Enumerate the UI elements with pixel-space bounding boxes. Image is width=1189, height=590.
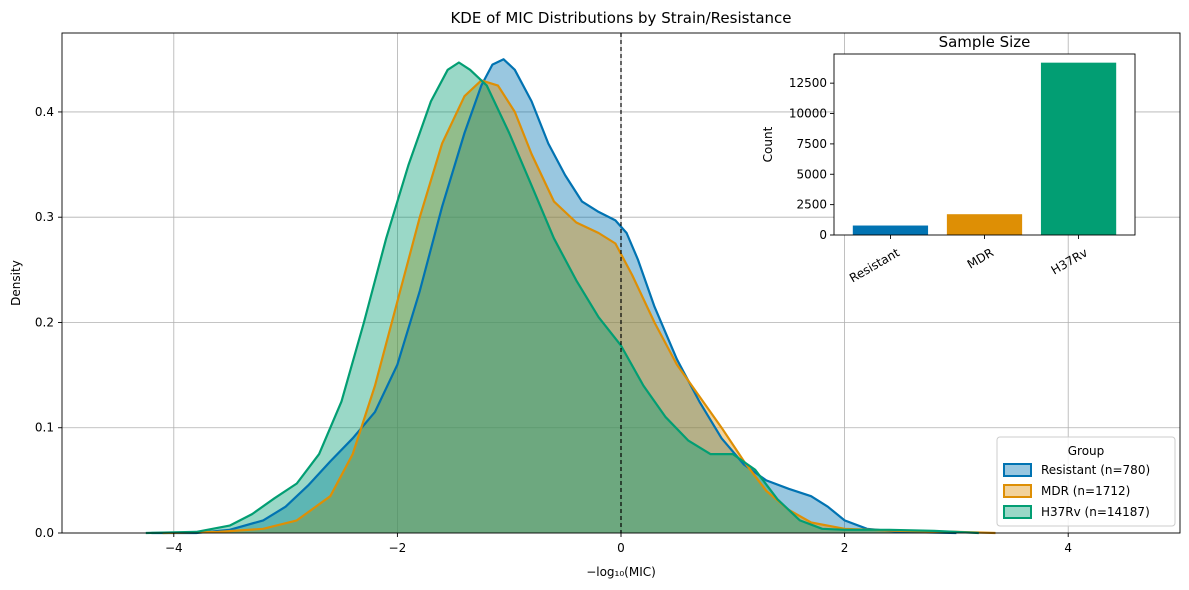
kde-areas [145, 59, 996, 534]
bar-h37rv [1040, 62, 1117, 236]
y-tick-label: 0.2 [35, 315, 54, 329]
legend-entries: Resistant (n=780) MDR (n=1712) H37Rv (n=14… [1003, 463, 1150, 519]
legend-label: H37Rv (n=14187) [1041, 505, 1150, 519]
kde-x-ticks: −4 −2 0 2 4 [165, 533, 1072, 555]
y-tick-label: 0.3 [35, 210, 54, 224]
kde-plot: −4 −2 0 2 4 0.0 0.1 0.2 0.3 0.4 KDE of MIC Distr… [9, 9, 1181, 579]
kde-y-ticks: 0.0 0.1 0.2 0.3 0.4 [35, 105, 62, 540]
y-tick-label: 0.0 [35, 526, 54, 540]
x-tick-label: −4 [165, 541, 183, 555]
inset-y-tick-label: 12500 [789, 76, 827, 90]
x-tick-label: 0 [617, 541, 625, 555]
legend-swatch [1003, 463, 1032, 477]
legend-swatch [1003, 505, 1032, 519]
y-tick-label: 0.1 [35, 421, 54, 435]
kde-lines [145, 58, 996, 535]
inset-bars [852, 62, 1117, 236]
inset-y-tick-label: 0 [819, 228, 827, 242]
legend-label: Resistant (n=780) [1041, 463, 1150, 477]
kde-line-h37rv [145, 61, 979, 535]
legend-label: MDR (n=1712) [1041, 484, 1130, 498]
bar-mdr [946, 214, 1023, 235]
x-tick-label: 2 [841, 541, 849, 555]
kde-title: KDE of MIC Distributions by Strain/Resis… [450, 9, 791, 27]
sample-size-inset: Resistant MDR H37Rv 0250050007500100001250… [761, 33, 1136, 285]
legend-swatch [1003, 484, 1032, 498]
y-tick-label: 0.4 [35, 105, 54, 119]
inset-y-tick-label: 5000 [796, 167, 827, 181]
inset-y-tick-label: 10000 [789, 107, 827, 121]
legend: Group Resistant (n=780) MDR (n=1712) H37Rv… [996, 436, 1176, 527]
inset-y-axis-label: Count [761, 126, 775, 162]
kde-line-resistant [151, 58, 957, 535]
legend-box [996, 436, 1176, 527]
inset-y-ticks: 0 2500 5000 7500 10000 12500 [789, 76, 834, 242]
kde-area-h37rv [145, 62, 979, 533]
kde-area-resistant [151, 59, 957, 534]
kde-area-mdr [162, 80, 996, 534]
x-tick-label: −2 [389, 541, 407, 555]
x-tick-label: 4 [1064, 541, 1072, 555]
inset-y-tick-label: 2500 [796, 198, 827, 212]
bar-resistant [852, 225, 929, 235]
kde-y-axis-label: Density [9, 260, 23, 306]
legend-title: Group [1068, 444, 1105, 458]
inset-y-tick-label: 7500 [796, 137, 827, 151]
kde-x-axis-label: −log₁₀(MIC) [586, 565, 656, 579]
inset-title: Sample Size [939, 33, 1031, 51]
